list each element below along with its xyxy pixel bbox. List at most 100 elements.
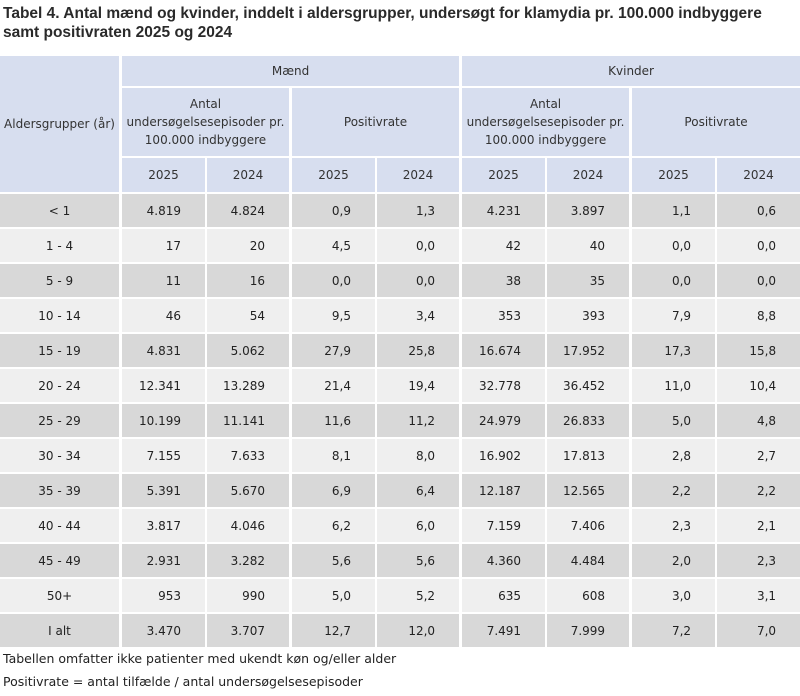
age-group-cell: 5 - 9 — [0, 262, 122, 297]
footnote-positive-rate: Positivrate = antal tilfælde / antal und… — [3, 674, 363, 689]
value-cell: 7,2 — [632, 612, 718, 647]
year-header: 2025 — [122, 158, 207, 192]
value-cell: 0,0 — [632, 227, 718, 262]
value-cell: 3,1 — [717, 577, 800, 612]
women-group-header: Kvinder — [462, 56, 800, 88]
value-cell: 12,7 — [292, 612, 377, 647]
year-header: 2024 — [547, 158, 633, 192]
age-group-cell: 35 - 39 — [0, 472, 122, 507]
value-cell: 0,0 — [377, 262, 463, 297]
value-cell: 5.670 — [207, 472, 292, 507]
value-cell: 1,1 — [632, 192, 718, 227]
value-cell: 17.952 — [547, 332, 633, 367]
value-cell: 2,3 — [632, 507, 718, 542]
value-cell: 19,4 — [377, 367, 463, 402]
age-group-cell: 20 - 24 — [0, 367, 122, 402]
men-episodes-header: Antal undersøgelsesepisoder pr. 100.000 … — [122, 88, 292, 158]
age-group-cell: 25 - 29 — [0, 402, 122, 437]
value-cell: 3.282 — [207, 542, 292, 577]
table-row: 10 - 14 46 54 9,5 3,4 353 393 7,9 8,8 — [0, 297, 800, 332]
value-cell: 7.491 — [462, 612, 548, 647]
age-group-cell: 45 - 49 — [0, 542, 122, 577]
age-group-cell: 40 - 44 — [0, 507, 122, 542]
value-cell: 7.633 — [207, 437, 292, 472]
men-positive-rate-header: Positivrate — [292, 88, 463, 158]
value-cell: 2,3 — [717, 542, 800, 577]
value-cell: 32.778 — [462, 367, 548, 402]
value-cell: 3.897 — [547, 192, 633, 227]
value-cell: 11 — [122, 262, 207, 297]
value-cell: 3.470 — [122, 612, 207, 647]
value-cell: 21,4 — [292, 367, 377, 402]
value-cell: 953 — [122, 577, 207, 612]
table-row: 1 - 4 17 20 4,5 0,0 42 40 0,0 0,0 — [0, 227, 800, 262]
value-cell: 2,2 — [717, 472, 800, 507]
age-group-cell: 10 - 14 — [0, 297, 122, 332]
women-episodes-header: Antal undersøgelsesepisoder pr. 100.000 … — [462, 88, 633, 158]
age-group-cell: < 1 — [0, 192, 122, 227]
value-cell: 36.452 — [547, 367, 633, 402]
value-cell: 26.833 — [547, 402, 633, 437]
value-cell: 608 — [547, 577, 633, 612]
value-cell: 990 — [207, 577, 292, 612]
age-group-cell: 1 - 4 — [0, 227, 122, 262]
value-cell: 40 — [547, 227, 633, 262]
age-group-cell: 30 - 34 — [0, 437, 122, 472]
value-cell: 8,0 — [377, 437, 463, 472]
table-row: 50+ 953 990 5,0 5,2 635 608 3,0 3,1 — [0, 577, 800, 612]
value-cell: 6,0 — [377, 507, 463, 542]
year-header: 2024 — [717, 158, 800, 192]
value-cell: 3,4 — [377, 297, 463, 332]
value-cell: 5,2 — [377, 577, 463, 612]
value-cell: 17.813 — [547, 437, 633, 472]
value-cell: 12.565 — [547, 472, 633, 507]
value-cell: 353 — [462, 297, 548, 332]
value-cell: 0,6 — [717, 192, 800, 227]
value-cell: 25,8 — [377, 332, 463, 367]
value-cell: 0,0 — [717, 262, 800, 297]
value-cell: 5.062 — [207, 332, 292, 367]
value-cell: 35 — [547, 262, 633, 297]
value-cell: 7.155 — [122, 437, 207, 472]
value-cell: 2,7 — [717, 437, 800, 472]
value-cell: 5,6 — [377, 542, 463, 577]
value-cell: 4.831 — [122, 332, 207, 367]
value-cell: 0,0 — [377, 227, 463, 262]
value-cell: 16.902 — [462, 437, 548, 472]
value-cell: 1,3 — [377, 192, 463, 227]
value-cell: 4,8 — [717, 402, 800, 437]
value-cell: 20 — [207, 227, 292, 262]
table-body: < 1 4.819 4.824 0,9 1,3 4.231 3.897 1,1 0,6 1 - 4… — [0, 192, 800, 647]
table-row: 25 - 29 10.199 11.141 11,6 11,2 24.979 26.833 5… — [0, 402, 800, 437]
value-cell: 5,6 — [292, 542, 377, 577]
value-cell: 2,2 — [632, 472, 718, 507]
value-cell: 8,1 — [292, 437, 377, 472]
value-cell: 6,9 — [292, 472, 377, 507]
value-cell: 17,3 — [632, 332, 718, 367]
age-group-cell: I alt — [0, 612, 122, 647]
value-cell: 17 — [122, 227, 207, 262]
age-group-cell: 15 - 19 — [0, 332, 122, 367]
table-row: 45 - 49 2.931 3.282 5,6 5,6 4.360 4.484 2,0 2,3 — [0, 542, 800, 577]
value-cell: 635 — [462, 577, 548, 612]
value-cell: 7,9 — [632, 297, 718, 332]
value-cell: 16 — [207, 262, 292, 297]
year-header: 2025 — [632, 158, 718, 192]
value-cell: 0,0 — [292, 262, 377, 297]
value-cell: 5,0 — [632, 402, 718, 437]
table-row: 35 - 39 5.391 5.670 6,9 6,4 12.187 12.565 2,2 2,… — [0, 472, 800, 507]
table-row: I alt 3.470 3.707 12,7 12,0 7.491 7.999 7,2 7,0 — [0, 612, 800, 647]
value-cell: 12.187 — [462, 472, 548, 507]
value-cell: 11,2 — [377, 402, 463, 437]
value-cell: 12,0 — [377, 612, 463, 647]
value-cell: 4.046 — [207, 507, 292, 542]
table-row: < 1 4.819 4.824 0,9 1,3 4.231 3.897 1,1 0,6 — [0, 192, 800, 227]
value-cell: 38 — [462, 262, 548, 297]
value-cell: 7,0 — [717, 612, 800, 647]
value-cell: 6,4 — [377, 472, 463, 507]
value-cell: 0,0 — [717, 227, 800, 262]
value-cell: 15,8 — [717, 332, 800, 367]
value-cell: 46 — [122, 297, 207, 332]
value-cell: 4.231 — [462, 192, 548, 227]
value-cell: 7.999 — [547, 612, 633, 647]
